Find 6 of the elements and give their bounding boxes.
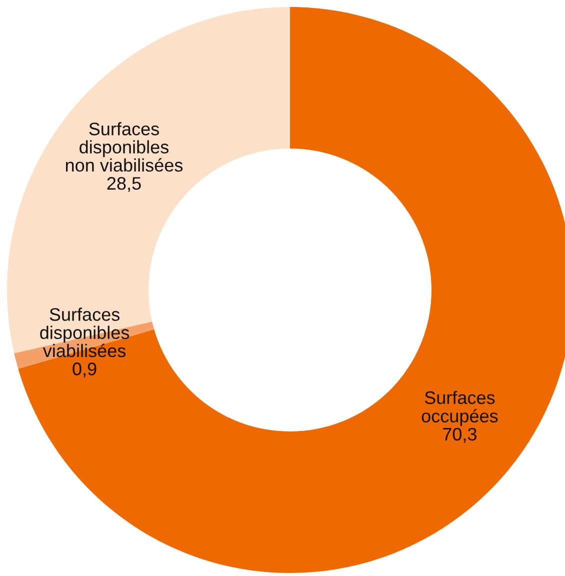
data-label: 28,5 [107, 177, 141, 192]
data-label: 0,9 [72, 362, 96, 378]
slice-label: Surfaces occupées [422, 390, 498, 426]
slice-label: Surfaces disponibles non viabilisées [66, 122, 183, 172]
data-label: 70,3 [443, 428, 476, 443]
slice-label: Surfaces disponibles viabilisées [40, 308, 130, 358]
